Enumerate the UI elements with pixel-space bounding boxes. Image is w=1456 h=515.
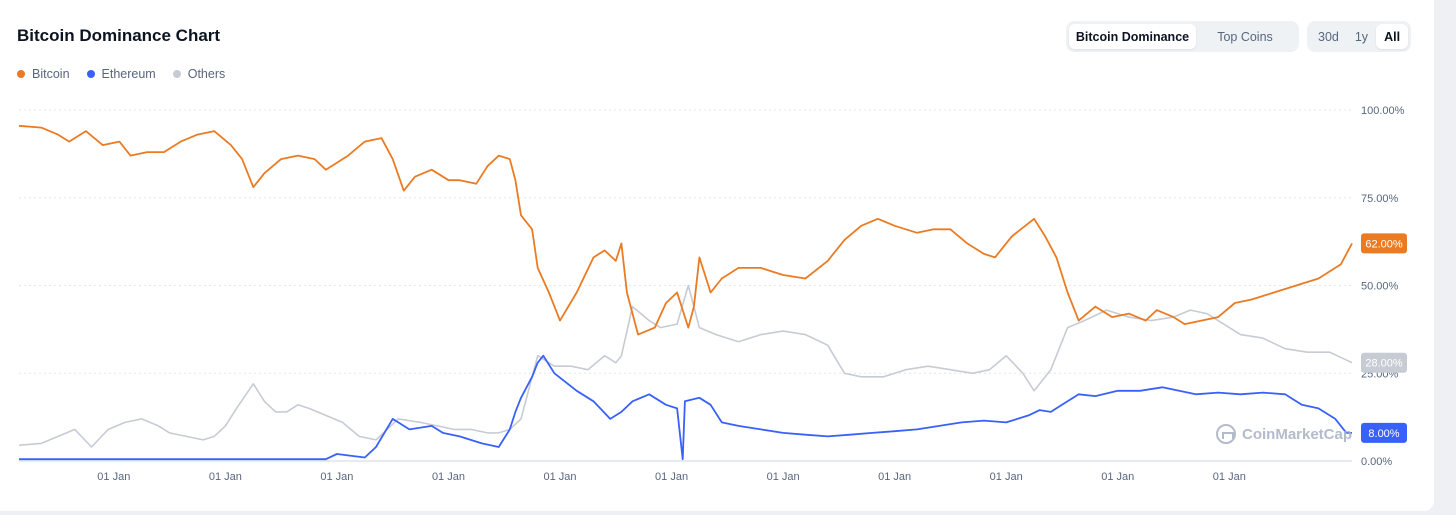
- series-line-ethereum[interactable]: [19, 354, 1352, 461]
- legend-item-bitcoin[interactable]: Bitcoin: [17, 67, 70, 81]
- current-value-badge-bitcoin: 62.00%: [1361, 233, 1407, 254]
- x-tick-label: 01 Jan: [320, 471, 353, 483]
- x-tick-label: 01 Jan: [655, 471, 688, 483]
- range-1y-button[interactable]: 1y: [1354, 29, 1369, 44]
- legend-label-ethereum: Ethereum: [101, 67, 156, 81]
- badge-background: [1361, 422, 1407, 443]
- tab-top-coins[interactable]: Top Coins: [1217, 29, 1273, 44]
- legend-dot-bitcoin: [17, 70, 25, 78]
- chart-card: Bitcoin Dominance Chart Bitcoin Ethereum…: [0, 0, 1434, 511]
- series-line-others[interactable]: [18, 284, 1353, 448]
- legend-item-ethereum[interactable]: Ethereum: [86, 67, 156, 81]
- series-line-bitcoin[interactable]: [18, 124, 1353, 336]
- legend-dot-others: [172, 70, 181, 78]
- badge-value: 62.00%: [1365, 238, 1403, 250]
- y-tick-label: 75.00%: [1361, 193, 1399, 205]
- x-tick-label: 01 Jan: [878, 471, 911, 483]
- coinmarketcap-logo-icon: [1216, 424, 1236, 444]
- legend-item-others[interactable]: Others: [172, 67, 226, 81]
- badge-background: [1361, 352, 1407, 373]
- legend-dot-ethereum: [86, 70, 95, 78]
- chart-legend: Bitcoin Ethereum Others: [17, 67, 225, 81]
- x-tick-label: 01 Jan: [990, 471, 1023, 483]
- legend-label-others: Others: [187, 67, 226, 81]
- y-tick-label: 50.00%: [1361, 281, 1399, 293]
- range-tab-group: 30d 1y All: [1307, 21, 1411, 52]
- current-value-badge-others: 28.00%: [1361, 352, 1407, 373]
- badge-value: 28.00%: [1365, 358, 1403, 370]
- range-30d-button[interactable]: 30d: [1318, 29, 1339, 44]
- badge-value: 8.00%: [1368, 428, 1399, 440]
- watermark-text: CoinMarketCap: [1242, 425, 1353, 443]
- x-tick-label: 01 Jan: [209, 471, 242, 483]
- view-tab-group: Bitcoin Dominance Top Coins: [1066, 21, 1299, 52]
- y-tick-label: 0.00%: [1361, 456, 1392, 468]
- current-value-badge-ethereum: 8.00%: [1361, 422, 1407, 443]
- coinmarketcap-watermark: CoinMarketCap: [1216, 424, 1352, 444]
- x-tick-label: 01 Jan: [543, 471, 576, 483]
- x-tick-label: 01 Jan: [97, 471, 130, 483]
- y-tick-label: 100.00%: [1361, 105, 1405, 117]
- dominance-chart[interactable]: 100.00%75.00%50.00%25.00%0.00% 01 Jan 01 …: [0, 0, 1434, 511]
- legend-label-bitcoin: Bitcoin: [32, 67, 70, 81]
- x-tick-label: 01 Jan: [1213, 471, 1246, 483]
- page-title: Bitcoin Dominance Chart: [17, 26, 221, 45]
- tab-bitcoin-dominance[interactable]: Bitcoin Dominance: [1069, 24, 1196, 49]
- range-all-button[interactable]: All: [1376, 24, 1409, 49]
- x-tick-label: 01 Jan: [432, 471, 465, 483]
- badge-background: [1361, 233, 1407, 254]
- x-tick-label: 01 Jan: [1101, 471, 1134, 483]
- x-tick-label: 01 Jan: [767, 471, 800, 483]
